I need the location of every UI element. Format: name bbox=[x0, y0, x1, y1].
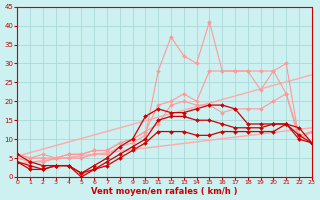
X-axis label: Vent moyen/en rafales ( km/h ): Vent moyen/en rafales ( km/h ) bbox=[91, 187, 238, 196]
